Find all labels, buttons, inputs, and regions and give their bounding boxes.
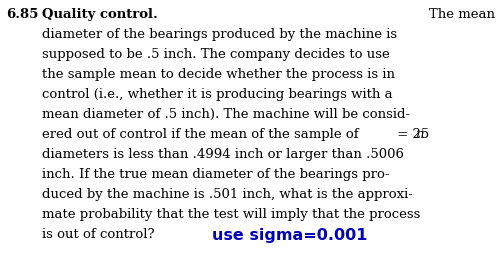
Text: the sample mean to decide whether the process is in: the sample mean to decide whether the pr… xyxy=(42,68,395,81)
Text: n: n xyxy=(415,128,424,141)
Text: = 25: = 25 xyxy=(393,128,429,141)
Text: is out of control?: is out of control? xyxy=(42,228,159,241)
Text: Quality control.: Quality control. xyxy=(42,8,158,21)
Text: supposed to be .5 inch. The company decides to use: supposed to be .5 inch. The company deci… xyxy=(42,48,390,61)
Text: diameters is less than .4994 inch or larger than .5006: diameters is less than .4994 inch or lar… xyxy=(42,148,404,161)
Text: use sigma=0.001: use sigma=0.001 xyxy=(212,228,367,243)
Text: mate probability that the test will imply that the process: mate probability that the test will impl… xyxy=(42,208,420,221)
Text: mean diameter of .5 inch). The machine will be consid-: mean diameter of .5 inch). The machine w… xyxy=(42,108,410,121)
Text: 6.85: 6.85 xyxy=(6,8,38,21)
Text: control (i.e., whether it is producing bearings with a: control (i.e., whether it is producing b… xyxy=(42,88,393,101)
Text: inch. If the true mean diameter of the bearings pro-: inch. If the true mean diameter of the b… xyxy=(42,168,390,181)
Text: diameter of the bearings produced by the machine is: diameter of the bearings produced by the… xyxy=(42,28,397,41)
Text: The mean: The mean xyxy=(429,8,495,21)
Text: duced by the machine is .501 inch, what is the approxi-: duced by the machine is .501 inch, what … xyxy=(42,188,413,201)
Text: ered out of control if the mean of the sample of: ered out of control if the mean of the s… xyxy=(42,128,363,141)
